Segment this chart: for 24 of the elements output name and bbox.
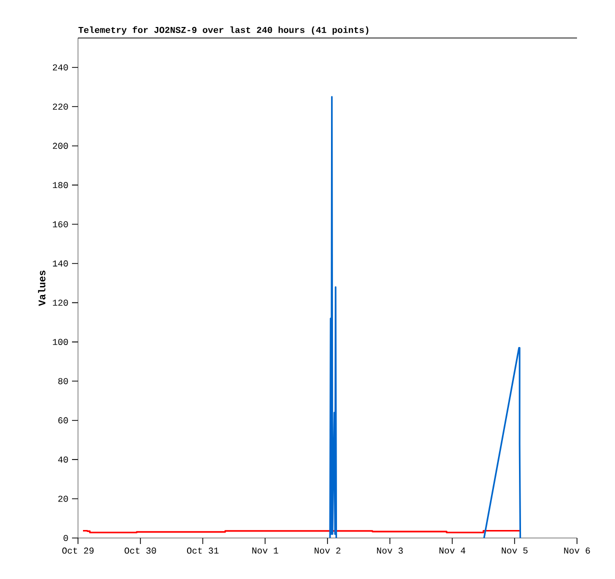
y-axis-title: Values: [38, 270, 46, 306]
x-tick-label: Nov 3: [377, 548, 403, 554]
y-tick-label: 220: [52, 104, 68, 110]
x-tick-label: Nov 6: [564, 548, 590, 554]
y-tick-label: 80: [58, 378, 68, 384]
x-tick-label: Nov 1: [252, 548, 278, 554]
y-tick-label: 140: [52, 260, 68, 267]
x-tick-label: Oct 31: [187, 548, 219, 554]
x-tick-label: Oct 29: [62, 548, 94, 554]
y-tick-label: 20: [58, 496, 68, 502]
x-tick-label: Nov 5: [502, 548, 528, 554]
y-tick-label: 40: [58, 456, 68, 463]
y-tick-label: 180: [52, 182, 68, 188]
x-tick-label: Nov 4: [439, 548, 466, 554]
chart-title: Telemetry for JO2NSZ-9 over last 240 hours (41 points): [78, 26, 368, 35]
y-tick-label: 0: [64, 534, 68, 542]
y-tick-label: 200: [52, 142, 68, 149]
y-tick-label: 120: [52, 300, 68, 306]
y-tick-label: 60: [58, 417, 68, 424]
y-tick-label: 100: [52, 338, 68, 345]
y-tick-label: 240: [52, 64, 68, 70]
x-tick-label: Nov 2: [314, 548, 340, 554]
x-tick-label: Oct 30: [124, 548, 156, 554]
y-tick-label: 160: [52, 221, 68, 228]
